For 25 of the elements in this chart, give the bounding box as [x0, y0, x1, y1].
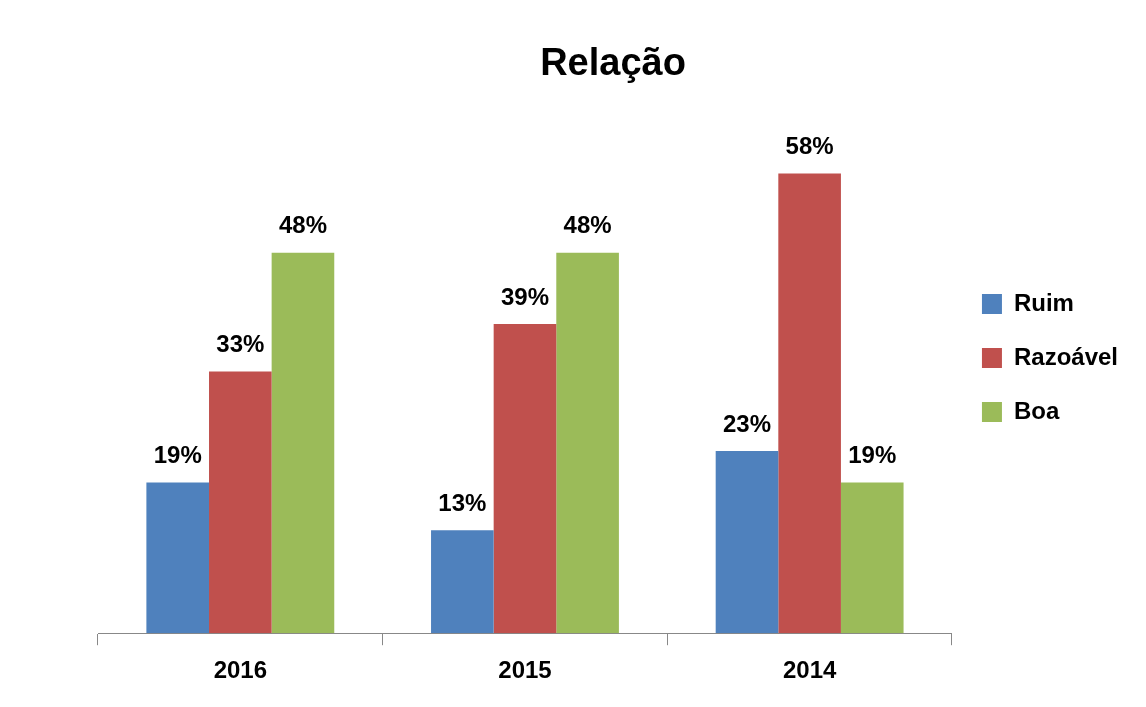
x-tick-label: 2015 — [498, 656, 552, 684]
bar — [209, 371, 272, 634]
bar — [840, 482, 904, 634]
bar — [493, 324, 557, 634]
data-label: 23% — [722, 409, 772, 437]
data-label: 19% — [153, 441, 202, 469]
data-label: 48% — [563, 211, 612, 239]
x-tick-label: 2016 — [213, 656, 268, 684]
legend-label: Ruim — [1013, 288, 1074, 316]
bar — [271, 252, 335, 634]
data-label: 39% — [500, 282, 549, 310]
data-label: 48% — [278, 211, 327, 239]
legend-label: Boa — [1013, 396, 1060, 424]
legend-label: Razoável — [1013, 342, 1119, 370]
bar — [715, 450, 779, 634]
data-label: 19% — [848, 441, 897, 469]
bar — [146, 482, 210, 634]
data-label: 13% — [438, 488, 487, 516]
data-label: 33% — [216, 330, 265, 358]
data-label: 58% — [785, 132, 834, 160]
x-tick-label: 2014 — [782, 656, 837, 684]
bar — [431, 530, 494, 634]
bar — [778, 173, 841, 634]
bar — [556, 252, 619, 634]
chart-title: Relação — [540, 41, 686, 84]
